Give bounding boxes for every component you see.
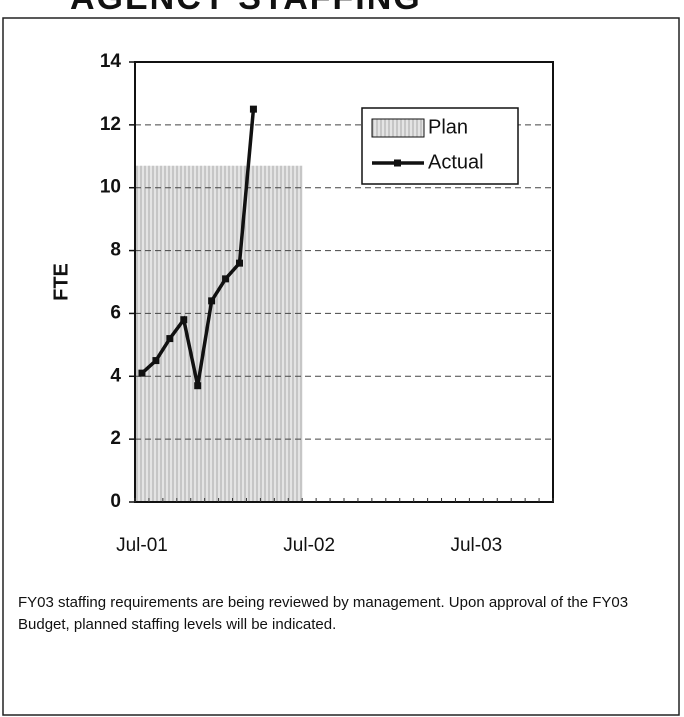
plan-bar [162, 165, 178, 502]
y-tick-label: 6 [110, 302, 121, 323]
plan-bar [288, 165, 303, 502]
plan-bar [190, 165, 205, 502]
legend-swatch [371, 118, 425, 138]
plan-bar [148, 165, 164, 502]
plan-bar [246, 165, 261, 502]
y-axis-label: FTE [50, 263, 72, 301]
legend-label: Plan [428, 116, 468, 138]
y-tick-label: 12 [100, 114, 121, 135]
x-tick-label: Jul-01 [116, 535, 168, 556]
plan-bar [232, 165, 247, 502]
plan-bar [204, 165, 219, 502]
actual-point [180, 316, 188, 324]
actual-point [138, 369, 146, 377]
y-tick-label: 0 [110, 491, 121, 512]
legend-swatch-marker [394, 159, 401, 167]
y-tick-label: 8 [110, 240, 121, 261]
plan-bar [135, 165, 150, 502]
y-tick-label: 2 [110, 428, 121, 449]
actual-point [249, 105, 257, 113]
actual-point [236, 259, 243, 267]
x-tick-label: Jul-02 [283, 535, 335, 556]
plan-bar [218, 165, 233, 502]
y-tick-label: 4 [110, 365, 121, 386]
frame [2, 17, 680, 716]
actual-point [166, 335, 174, 343]
y-tick-label: 14 [100, 51, 122, 72]
actual-point [194, 382, 202, 390]
plan-bar [274, 165, 289, 502]
plan-bar [176, 165, 192, 502]
footnote: FY03 staffing requirements are being rev… [18, 594, 629, 633]
legend-label: Actual [428, 151, 484, 173]
actual-point [208, 297, 216, 305]
plan-bar [260, 165, 275, 502]
actual-point [222, 275, 230, 283]
actual-point [152, 357, 160, 365]
chart-title: AGENCY STAFFING [70, 0, 422, 17]
x-tick-label: Jul-03 [450, 535, 502, 556]
y-tick-label: 10 [100, 177, 121, 198]
